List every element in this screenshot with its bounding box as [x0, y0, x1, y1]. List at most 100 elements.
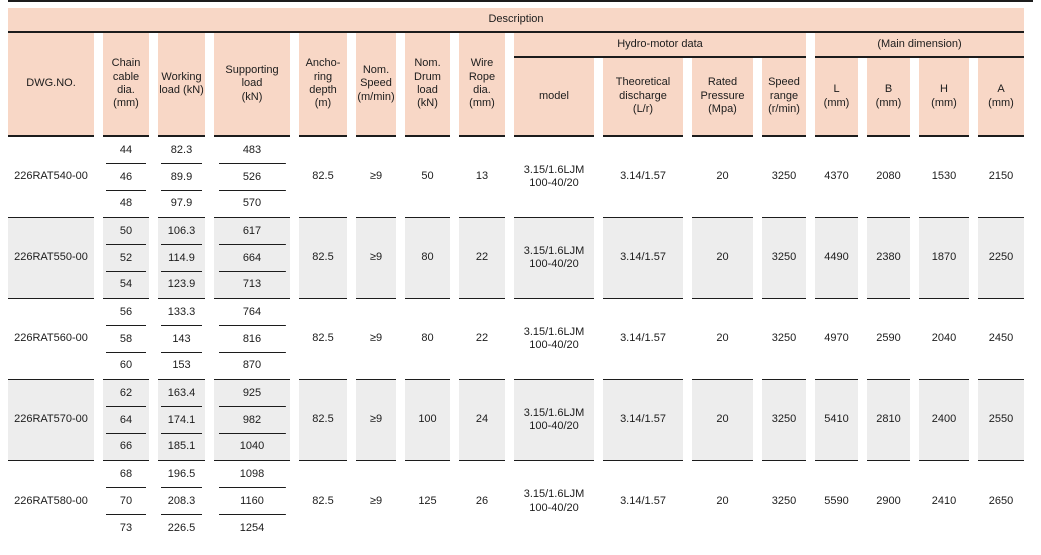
table-top-rule — [8, 0, 1033, 2]
dwg-no-cell: 226RAT580-00 — [8, 461, 94, 542]
chain-value: 68 — [103, 461, 149, 488]
depth-value: 82.5 — [299, 137, 347, 218]
B-value: 2900 — [867, 461, 910, 542]
chain-value: 50 — [103, 218, 149, 245]
chain-value: 56 — [103, 299, 149, 326]
range-value: 3250 — [762, 380, 806, 461]
supporting-value: 1160 — [214, 488, 290, 515]
col-header-supporting-load: Supporting load (kN) — [214, 33, 290, 137]
dwg-no-cell: 226RAT540-00 — [8, 137, 94, 218]
A-value: 2250 — [978, 218, 1024, 299]
col-header-dim-a: A (mm) — [978, 58, 1024, 137]
col-header-speed-range: Speed range (r/min) — [762, 58, 806, 137]
B-value: 2810 — [867, 380, 910, 461]
col-header-dim-b: B (mm) — [867, 58, 910, 137]
chain-value: 58 — [103, 326, 149, 353]
discharge-value: 3.14/1.57 — [603, 380, 683, 461]
L-value: 4370 — [815, 137, 858, 218]
chain-value: 62 — [103, 380, 149, 407]
col-header-dim-l: L (mm) — [815, 58, 858, 137]
depth-value: 82.5 — [299, 461, 347, 542]
table-title: Description — [8, 8, 1024, 33]
group-header-hydro-motor-data: Hydro-motor data — [514, 33, 806, 58]
drum-value: 125 — [405, 461, 450, 542]
col-header-nom-speed: Nom. Speed (m/min) — [356, 33, 396, 137]
col-header-anchoring-depth: Ancho- ring depth (m) — [299, 33, 347, 137]
depth-value: 82.5 — [299, 380, 347, 461]
supporting-value: 925 — [214, 380, 290, 407]
col-header-chain-cable-dia: Chain cable dia. (mm) — [103, 33, 149, 137]
wire-value: 22 — [459, 299, 505, 380]
wire-value: 13 — [459, 137, 505, 218]
discharge-value: 3.14/1.57 — [603, 299, 683, 380]
working-value: 106.3 — [158, 218, 205, 245]
spec-table-page: Description DWG.NO. Chain cable dia. (mm… — [8, 0, 1033, 542]
B-value: 2380 — [867, 218, 910, 299]
chain-value: 66 — [103, 434, 149, 461]
L-value: 5410 — [815, 380, 858, 461]
working-value: 185.1 — [158, 434, 205, 461]
dwg-no-cell: 226RAT560-00 — [8, 299, 94, 380]
supporting-value: 1098 — [214, 461, 290, 488]
model-value: 3.15/1.6LJM 100-40/20 — [514, 380, 594, 461]
working-value: 114.9 — [158, 245, 205, 272]
discharge-value: 3.14/1.57 — [603, 137, 683, 218]
discharge-value: 3.14/1.57 — [603, 461, 683, 542]
working-value: 153 — [158, 353, 205, 380]
wire-value: 26 — [459, 461, 505, 542]
B-value: 2590 — [867, 299, 910, 380]
A-value: 2550 — [978, 380, 1024, 461]
wire-value: 24 — [459, 380, 505, 461]
depth-value: 82.5 — [299, 299, 347, 380]
group-header-main-dimension: (Main dimension) — [815, 33, 1024, 58]
working-value: 82.3 — [158, 137, 205, 164]
supporting-value: 664 — [214, 245, 290, 272]
H-value: 2410 — [919, 461, 969, 542]
chain-value: 52 — [103, 245, 149, 272]
pressure-value: 20 — [692, 218, 753, 299]
supporting-value: 1254 — [214, 515, 290, 542]
wire-value: 22 — [459, 218, 505, 299]
dwg-no-cell: 226RAT550-00 — [8, 218, 94, 299]
col-header-model: model — [514, 58, 594, 137]
col-header-rated-pressure: Rated Pressure (Mpa) — [692, 58, 753, 137]
L-value: 5590 — [815, 461, 858, 542]
supporting-value: 713 — [214, 272, 290, 299]
col-header-dwg-no: DWG.NO. — [8, 33, 94, 137]
working-value: 133.3 — [158, 299, 205, 326]
H-value: 1870 — [919, 218, 969, 299]
supporting-value: 526 — [214, 164, 290, 191]
chain-value: 64 — [103, 407, 149, 434]
working-value: 196.5 — [158, 461, 205, 488]
chain-value: 70 — [103, 488, 149, 515]
speed-value: ≥9 — [356, 218, 396, 299]
working-value: 226.5 — [158, 515, 205, 542]
drum-value: 80 — [405, 299, 450, 380]
L-value: 4970 — [815, 299, 858, 380]
B-value: 2080 — [867, 137, 910, 218]
speed-value: ≥9 — [356, 299, 396, 380]
depth-value: 82.5 — [299, 218, 347, 299]
chain-value: 46 — [103, 164, 149, 191]
working-value: 123.9 — [158, 272, 205, 299]
col-header-nom-drum-load: Nom. Drum load (kN) — [405, 33, 450, 137]
supporting-value: 870 — [214, 353, 290, 380]
speed-value: ≥9 — [356, 380, 396, 461]
working-value: 143 — [158, 326, 205, 353]
chain-value: 44 — [103, 137, 149, 164]
discharge-value: 3.14/1.57 — [603, 218, 683, 299]
supporting-value: 617 — [214, 218, 290, 245]
col-header-wire-rope-dia: Wire Rope dia. (mm) — [459, 33, 505, 137]
pressure-value: 20 — [692, 380, 753, 461]
supporting-value: 570 — [214, 191, 290, 218]
pressure-value: 20 — [692, 299, 753, 380]
pressure-value: 20 — [692, 461, 753, 542]
spec-table: Description DWG.NO. Chain cable dia. (mm… — [8, 8, 1033, 542]
col-header-theoretical-discharge: Theoretical discharge (L/r) — [603, 58, 683, 137]
chain-value: 60 — [103, 353, 149, 380]
A-value: 2150 — [978, 137, 1024, 218]
H-value: 2400 — [919, 380, 969, 461]
chain-value: 48 — [103, 191, 149, 218]
model-value: 3.15/1.6LJM 100-40/20 — [514, 137, 594, 218]
drum-value: 50 — [405, 137, 450, 218]
